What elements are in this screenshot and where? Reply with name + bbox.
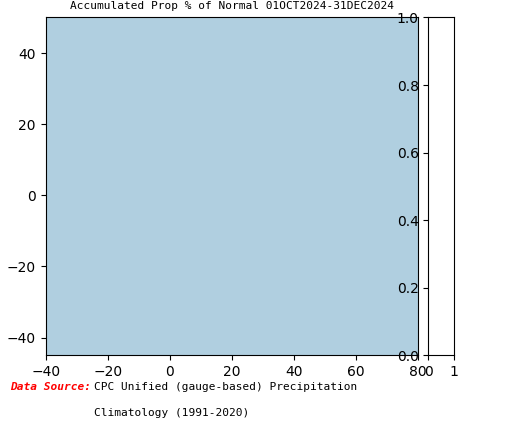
Title: Accumulated Prop % of Normal 01OCT2024-31DEC2024: Accumulated Prop % of Normal 01OCT2024-3… (70, 1, 394, 11)
Text: CPC Unified (gauge-based) Precipitation: CPC Unified (gauge-based) Precipitation (94, 382, 357, 392)
Text: Climatology (1991-2020): Climatology (1991-2020) (94, 408, 249, 418)
Text: Data Source:: Data Source: (10, 382, 91, 392)
